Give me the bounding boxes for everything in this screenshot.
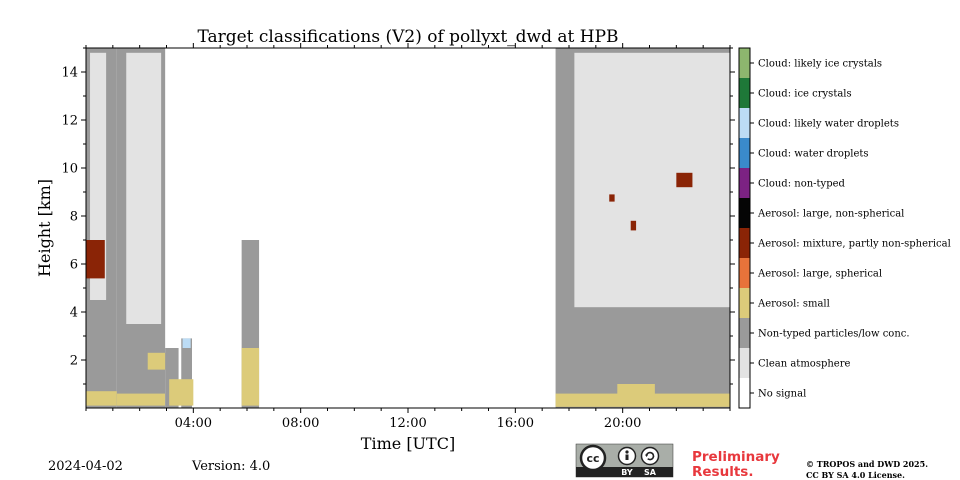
classification-region bbox=[169, 379, 194, 406]
copyright-line1: © TROPOS and DWD 2025. bbox=[806, 459, 928, 469]
y-tick-label: 8 bbox=[70, 210, 78, 225]
classification-region bbox=[181, 338, 192, 408]
classification-region bbox=[90, 52, 107, 300]
y-tick-label: 12 bbox=[61, 114, 78, 129]
by-label: BY bbox=[621, 468, 633, 477]
legend-label: Clean atmosphere bbox=[758, 359, 851, 370]
x-tick-label: 20:00 bbox=[604, 416, 641, 431]
legend-color-swatch bbox=[739, 198, 750, 228]
legend-color-swatch bbox=[739, 78, 750, 108]
cc-icon bbox=[579, 444, 607, 472]
classification-region bbox=[555, 393, 730, 407]
legend-label: Cloud: water droplets bbox=[758, 149, 869, 160]
classification-region bbox=[241, 348, 260, 406]
legend-color-swatch bbox=[739, 168, 750, 198]
legend-label: Aerosol: large, spherical bbox=[757, 269, 882, 280]
plot-area bbox=[85, 47, 731, 409]
legend-color-swatch bbox=[739, 48, 750, 78]
y-tick-label: 14 bbox=[61, 66, 78, 81]
x-tick-label: 12:00 bbox=[389, 416, 426, 431]
version-label: Version: 4.0 bbox=[191, 459, 270, 474]
classification-region bbox=[676, 172, 693, 188]
legend-label: Aerosol: small bbox=[757, 299, 830, 310]
classification-region bbox=[147, 352, 167, 370]
legend-frame bbox=[738, 47, 751, 409]
chart-title: Target classifications (V2) of pollyxt_d… bbox=[197, 27, 618, 47]
y-axis: 2 4 6 8 10 12 14 bbox=[61, 47, 735, 385]
x-tick-label: 04:00 bbox=[175, 416, 212, 431]
y-tick-label: 10 bbox=[61, 162, 78, 177]
legend-label: Cloud: non-typed bbox=[758, 179, 846, 190]
legend-label: Aerosol: mixture, partly non-spherical bbox=[757, 239, 951, 250]
sa-sharealike-icon bbox=[640, 446, 660, 466]
classification-region bbox=[86, 240, 105, 279]
x-tick-label: 08:00 bbox=[282, 416, 319, 431]
legend-color-swatch bbox=[739, 378, 750, 408]
preliminary-line1: Preliminary bbox=[692, 449, 780, 465]
y-tick-label: 4 bbox=[70, 306, 78, 321]
cc-icon-text: cc bbox=[586, 452, 599, 465]
classification-region bbox=[617, 384, 655, 399]
preliminary-line2: Results. bbox=[692, 464, 753, 480]
legend-label: Aerosol: large, non-spherical bbox=[757, 209, 904, 220]
legend-color-swatch bbox=[739, 228, 750, 258]
y-axis-title: Height [km] bbox=[35, 179, 54, 277]
copyright-line2: CC BY SA 4.0 License. bbox=[806, 470, 905, 480]
legend-color-swatch bbox=[739, 318, 750, 348]
x-axis-title: Time [UTC] bbox=[361, 434, 455, 453]
classification-region bbox=[630, 220, 637, 231]
legend-label: Cloud: likely ice crystals bbox=[758, 59, 882, 70]
classification-region bbox=[86, 391, 117, 406]
legend-color-swatch bbox=[739, 258, 750, 288]
classification-region bbox=[116, 393, 166, 406]
legend-color-swatch bbox=[739, 288, 750, 318]
legend-label: Cloud: likely water droplets bbox=[758, 119, 899, 130]
legend-label: Cloud: ice crystals bbox=[758, 89, 852, 100]
colorbar-legend: Cloud: likely ice crystals Cloud: ice cry… bbox=[738, 47, 951, 409]
classification-region bbox=[182, 338, 191, 348]
classification-region bbox=[609, 194, 615, 202]
y-tick-label: 6 bbox=[70, 258, 78, 273]
y-tick-label: 2 bbox=[70, 354, 78, 369]
classification-region bbox=[574, 52, 730, 308]
legend-color-swatch bbox=[739, 348, 750, 378]
legend-color-swatch bbox=[739, 138, 750, 168]
legend-label: No signal bbox=[758, 389, 806, 400]
legend-color-swatch bbox=[739, 108, 750, 138]
cc-license-badge: cc BY SA bbox=[575, 443, 674, 478]
x-tick-label: 16:00 bbox=[497, 416, 534, 431]
classification-region bbox=[126, 52, 162, 325]
date-label: 2024-04-02 bbox=[48, 459, 123, 474]
sa-label: SA bbox=[644, 468, 657, 477]
x-axis: 04:00 08:00 12:00 16:00 20:00 bbox=[85, 43, 731, 431]
legend-label: Non-typed particles/low conc. bbox=[758, 329, 910, 340]
